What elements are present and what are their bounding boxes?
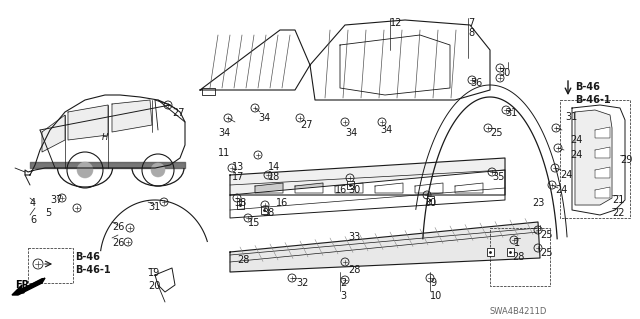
Text: 33: 33 — [348, 232, 360, 242]
Polygon shape — [230, 222, 540, 272]
Text: 13: 13 — [232, 162, 244, 172]
Text: 26: 26 — [112, 238, 124, 248]
Text: 28: 28 — [348, 265, 360, 275]
Text: 12: 12 — [390, 18, 403, 28]
Polygon shape — [295, 183, 323, 193]
Text: 11: 11 — [218, 148, 230, 158]
Text: 25: 25 — [540, 230, 552, 240]
Text: 38: 38 — [234, 198, 246, 208]
Text: 30: 30 — [348, 185, 360, 195]
Text: B-46-1: B-46-1 — [75, 265, 111, 275]
Text: SWA4B4211D: SWA4B4211D — [490, 307, 547, 316]
Polygon shape — [155, 268, 175, 292]
Polygon shape — [112, 100, 152, 132]
Bar — [506, 248, 513, 256]
Text: 4: 4 — [30, 198, 36, 208]
Text: 28: 28 — [512, 252, 524, 262]
Bar — [486, 248, 493, 256]
Polygon shape — [595, 187, 610, 198]
Text: 34: 34 — [218, 128, 230, 138]
Bar — [28, 248, 73, 283]
Text: 10: 10 — [430, 291, 442, 301]
Text: 17: 17 — [232, 172, 244, 182]
Polygon shape — [572, 105, 625, 215]
Text: 16: 16 — [335, 185, 348, 195]
Text: 30: 30 — [498, 68, 510, 78]
Text: 23: 23 — [532, 198, 545, 208]
Text: 22: 22 — [612, 208, 625, 218]
Polygon shape — [230, 170, 505, 218]
Bar — [426, 196, 433, 204]
Text: 34: 34 — [380, 125, 392, 135]
Polygon shape — [415, 183, 443, 193]
Polygon shape — [230, 158, 505, 195]
Text: 31: 31 — [148, 202, 160, 212]
Text: 32: 32 — [296, 278, 308, 288]
Text: 5: 5 — [45, 208, 51, 218]
Polygon shape — [595, 127, 610, 138]
Bar — [260, 206, 268, 214]
Text: FR.: FR. — [15, 280, 33, 290]
Polygon shape — [335, 183, 363, 193]
Text: 8: 8 — [468, 28, 474, 38]
Text: 31: 31 — [565, 112, 577, 122]
Circle shape — [77, 162, 93, 178]
Circle shape — [151, 163, 165, 177]
Text: 1: 1 — [514, 238, 520, 248]
Text: 2: 2 — [340, 278, 346, 288]
Polygon shape — [595, 147, 610, 158]
Polygon shape — [375, 183, 403, 193]
Text: 20: 20 — [148, 281, 161, 291]
Text: 24: 24 — [570, 150, 582, 160]
Text: 15: 15 — [248, 218, 260, 228]
Polygon shape — [42, 115, 65, 152]
Text: 21: 21 — [612, 195, 625, 205]
Polygon shape — [310, 20, 490, 100]
Polygon shape — [255, 183, 283, 193]
Text: H: H — [102, 133, 108, 143]
Text: 9: 9 — [430, 278, 436, 288]
Polygon shape — [200, 30, 310, 90]
Text: 38: 38 — [262, 208, 275, 218]
Polygon shape — [25, 95, 185, 175]
Text: 6: 6 — [30, 215, 36, 225]
Polygon shape — [575, 110, 612, 205]
Polygon shape — [12, 278, 45, 295]
Text: 3: 3 — [340, 291, 346, 301]
Text: B-46: B-46 — [75, 252, 100, 262]
Bar — [346, 181, 353, 189]
Bar — [237, 201, 243, 209]
Text: 7: 7 — [468, 18, 474, 28]
Text: 27: 27 — [172, 108, 184, 118]
Text: 24: 24 — [570, 135, 582, 145]
Text: 16: 16 — [276, 198, 288, 208]
Text: 24: 24 — [560, 170, 572, 180]
Text: 14: 14 — [268, 162, 280, 172]
Text: 29: 29 — [620, 155, 632, 165]
Polygon shape — [455, 183, 483, 193]
Text: 36: 36 — [470, 78, 483, 88]
Text: 19: 19 — [148, 268, 160, 278]
Text: 34: 34 — [345, 128, 357, 138]
Text: 37: 37 — [50, 195, 62, 205]
Text: 30: 30 — [424, 198, 436, 208]
Text: 24: 24 — [555, 185, 568, 195]
Text: 34: 34 — [258, 113, 270, 123]
Polygon shape — [340, 35, 450, 95]
Text: 31: 31 — [505, 108, 517, 118]
Polygon shape — [202, 88, 215, 95]
Text: 35: 35 — [492, 172, 504, 182]
Text: 25: 25 — [490, 128, 502, 138]
Bar — [490, 228, 550, 286]
Text: B-46-1: B-46-1 — [575, 95, 611, 105]
Text: 26: 26 — [112, 222, 124, 232]
Text: 18: 18 — [268, 172, 280, 182]
Text: B-46: B-46 — [575, 82, 600, 92]
Bar — [560, 100, 630, 218]
Text: 25: 25 — [540, 248, 552, 258]
Text: 27: 27 — [300, 120, 312, 130]
Polygon shape — [595, 167, 610, 178]
Polygon shape — [68, 105, 108, 140]
Text: 28: 28 — [237, 255, 250, 265]
